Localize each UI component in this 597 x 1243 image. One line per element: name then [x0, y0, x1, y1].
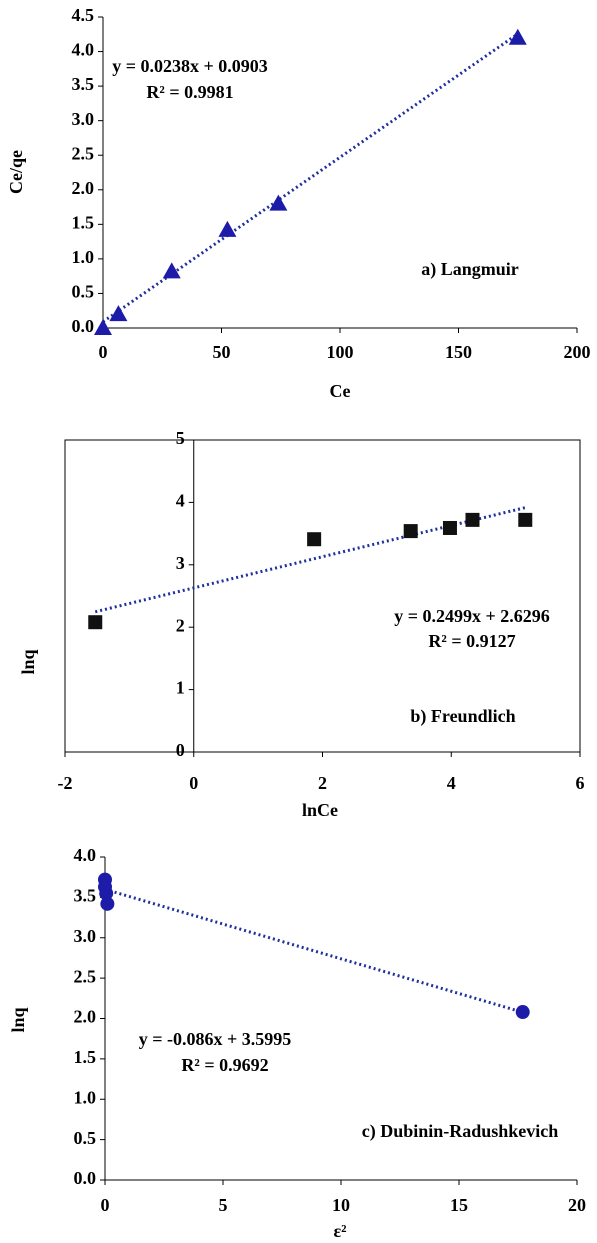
point [100, 896, 115, 911]
x-tick-label: 0 [101, 1195, 110, 1215]
point [307, 532, 322, 547]
x-tick-label: 150 [445, 342, 472, 362]
x-axis-title: Ce [330, 381, 351, 401]
x-axis-title: ε² [333, 1221, 346, 1241]
y-tick-label: 0 [176, 740, 185, 760]
trend-r-squared: R² = 0.9981 [146, 82, 233, 102]
y-tick-label: 2.0 [74, 1007, 97, 1027]
x-tick-label: -2 [58, 773, 73, 793]
y-tick-label: 2 [176, 615, 185, 635]
annotation: a) Langmuir [421, 259, 519, 280]
y-tick-label: 0.5 [74, 1128, 97, 1148]
y-tick-label: 1.0 [72, 247, 95, 267]
x-tick-label: 200 [564, 342, 591, 362]
trend-equation: y = -0.086x + 3.5995 [139, 1029, 292, 1049]
y-tick-label: 2.5 [72, 143, 95, 163]
trend-r-squared: R² = 0.9692 [181, 1055, 268, 1075]
y-tick-label: 3.0 [74, 926, 97, 946]
point [442, 520, 457, 535]
trendline [94, 506, 526, 614]
annotation: b) Freundlich [410, 706, 515, 727]
y-tick-label: 3 [176, 553, 185, 573]
x-tick-label: 10 [332, 1195, 350, 1215]
x-tick-label: 2 [318, 773, 327, 793]
y-tick-label: 0.5 [72, 282, 95, 302]
y-tick-label: 3.0 [72, 109, 95, 129]
x-tick-label: 0 [189, 773, 198, 793]
y-axis-title: lnq [8, 1007, 28, 1032]
x-tick-label: 5 [219, 1195, 228, 1215]
point [518, 512, 533, 527]
annotation: c) Dubinin-Radushkevich [362, 1121, 559, 1142]
x-tick-label: 6 [576, 773, 585, 793]
trendline [102, 32, 519, 323]
point [515, 1005, 530, 1020]
y-tick-label: 0.0 [72, 316, 95, 336]
point [508, 28, 527, 45]
point [94, 319, 112, 335]
trend-equation: y = 0.0238x + 0.0903 [112, 56, 268, 76]
trend-equation: y = 0.2499x + 2.6296 [394, 606, 550, 626]
y-tick-label: 3.5 [74, 886, 97, 906]
point [162, 262, 181, 279]
y-tick-label: 1.5 [74, 1047, 97, 1067]
point [109, 305, 128, 322]
y-tick-label: 1.5 [72, 212, 95, 232]
y-tick-label: 4.0 [74, 845, 97, 865]
x-tick-label: 0 [99, 342, 108, 362]
point [465, 512, 480, 527]
point [99, 886, 114, 901]
point [88, 615, 103, 630]
x-tick-label: 50 [213, 342, 231, 362]
point [269, 194, 288, 211]
y-tick-label: 0.0 [74, 1168, 97, 1188]
x-tick-label: 20 [568, 1195, 586, 1215]
y-tick-label: 1.0 [74, 1087, 97, 1107]
y-tick-label: 2.5 [74, 966, 97, 986]
y-tick-label: 5 [176, 428, 185, 448]
y-axis-title: Ce/qe [6, 150, 26, 194]
x-tick-label: 4 [447, 773, 456, 793]
y-tick-label: 4.5 [72, 5, 95, 25]
y-tick-label: 4 [176, 491, 185, 511]
x-tick-label: 100 [327, 342, 354, 362]
point [218, 220, 237, 237]
y-tick-label: 4.0 [72, 40, 95, 60]
y-tick-label: 1 [176, 678, 185, 698]
point [403, 524, 418, 539]
y-axis-title: lnq [18, 649, 38, 674]
x-tick-label: 15 [450, 1195, 468, 1215]
trendline [104, 887, 524, 1014]
trend-r-squared: R² = 0.9127 [428, 631, 515, 651]
x-axis-title: lnCe [302, 800, 338, 820]
y-tick-label: 2.0 [72, 178, 95, 198]
y-tick-label: 3.5 [72, 74, 95, 94]
